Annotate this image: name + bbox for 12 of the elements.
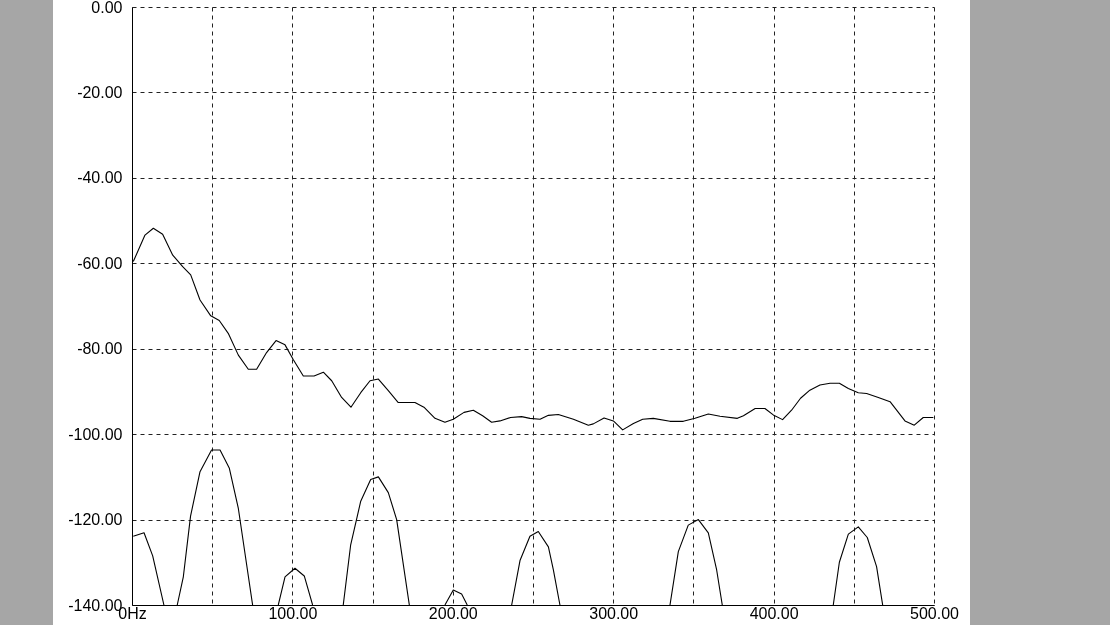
y-tick-label: -80.00 bbox=[77, 340, 123, 358]
y-tick-label: -60.00 bbox=[77, 254, 123, 272]
x-tick-label: 100.00 bbox=[268, 604, 318, 622]
y-tick-label: -120.00 bbox=[68, 511, 123, 529]
y-tick-label: -100.00 bbox=[68, 425, 123, 443]
x-tick-label: 500.00 bbox=[910, 604, 960, 622]
x-tick-label: 200.00 bbox=[428, 604, 478, 622]
y-tick-label: -20.00 bbox=[77, 83, 123, 101]
x-tick-label: 400.00 bbox=[749, 604, 799, 622]
y-tick-label: 0.00 bbox=[91, 0, 123, 16]
x-tick-label: 300.00 bbox=[589, 604, 639, 622]
y-tick-label: -40.00 bbox=[77, 169, 123, 187]
